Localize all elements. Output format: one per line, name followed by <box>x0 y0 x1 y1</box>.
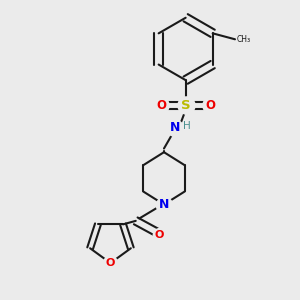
Text: CH₃: CH₃ <box>236 35 250 44</box>
Text: N: N <box>159 198 169 211</box>
Text: O: O <box>205 99 215 112</box>
Text: H: H <box>183 121 190 131</box>
Text: N: N <box>170 121 181 134</box>
Text: O: O <box>155 230 164 240</box>
Text: O: O <box>106 258 115 268</box>
Text: O: O <box>156 99 166 112</box>
Text: S: S <box>181 99 190 112</box>
